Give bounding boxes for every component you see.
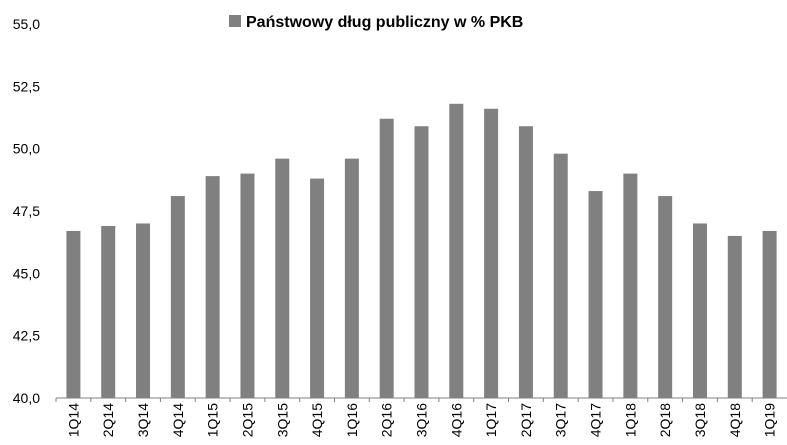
bar — [518, 126, 533, 398]
legend-label: Państwowy dług publiczny w % PKB — [246, 14, 523, 31]
bar — [170, 196, 185, 398]
x-tick-label: 1Q16 — [344, 403, 360, 437]
y-tick-label: 52,5 — [13, 78, 40, 94]
y-tick-label: 50,0 — [13, 141, 40, 157]
y-tick-label: 47,5 — [13, 203, 40, 219]
bar — [484, 108, 499, 399]
y-tick-label: 40,0 — [13, 390, 40, 406]
legend: Państwowy dług publiczny w % PKB — [229, 14, 523, 31]
x-tick-label: 2Q16 — [379, 403, 395, 437]
x-tick-label: 4Q17 — [588, 403, 604, 437]
x-tick-label: 1Q14 — [65, 403, 81, 437]
bar — [762, 230, 777, 398]
x-tick-label: 3Q14 — [135, 403, 151, 437]
bar — [588, 191, 603, 398]
x-tick-label: 4Q16 — [448, 403, 464, 437]
x-tick-label: 1Q18 — [622, 403, 638, 437]
bar — [379, 118, 394, 398]
y-axis: 40,0 42,5 45,0 47,5 50,0 52,5 55,0 — [13, 16, 40, 406]
bar — [449, 103, 464, 398]
bar — [623, 173, 638, 398]
y-tick-label: 55,0 — [13, 16, 40, 32]
x-tick-label: 3Q16 — [414, 403, 430, 437]
legend-swatch — [229, 15, 241, 27]
bar — [414, 126, 429, 398]
x-tick-label: 2Q17 — [518, 403, 534, 437]
bar — [553, 153, 568, 398]
bars — [66, 103, 777, 399]
y-tick-label: 45,0 — [13, 265, 40, 281]
x-axis: 1Q14 2Q14 3Q14 4Q14 1Q15 2Q15 3Q15 4Q15 1Q16 2Q16… — [55, 397, 787, 437]
x-tick-label: 3Q17 — [553, 403, 569, 437]
bar — [101, 225, 116, 398]
x-tick-label: 1Q19 — [762, 403, 778, 437]
bar — [727, 235, 742, 398]
x-tick-label: 2Q18 — [657, 403, 673, 437]
x-tick-label: 3Q15 — [274, 403, 290, 437]
bar — [66, 230, 81, 398]
y-tick-label: 42,5 — [13, 328, 40, 344]
x-tick-label: 1Q17 — [483, 403, 499, 437]
x-tick-label: 4Q18 — [727, 403, 743, 437]
x-tick-label: 3Q18 — [692, 403, 708, 437]
bar — [658, 196, 673, 398]
bar — [692, 223, 707, 398]
bar — [275, 158, 290, 398]
x-tick-label: 2Q14 — [100, 403, 116, 437]
bar — [344, 158, 359, 398]
x-tick-label: 2Q15 — [239, 403, 255, 437]
bar — [205, 176, 220, 398]
x-tick-label: 4Q14 — [170, 403, 186, 437]
x-tick-label: 4Q15 — [309, 403, 325, 437]
bar — [240, 173, 255, 398]
bar — [310, 178, 325, 398]
x-tick-label: 1Q15 — [205, 403, 221, 437]
bar — [136, 223, 151, 398]
